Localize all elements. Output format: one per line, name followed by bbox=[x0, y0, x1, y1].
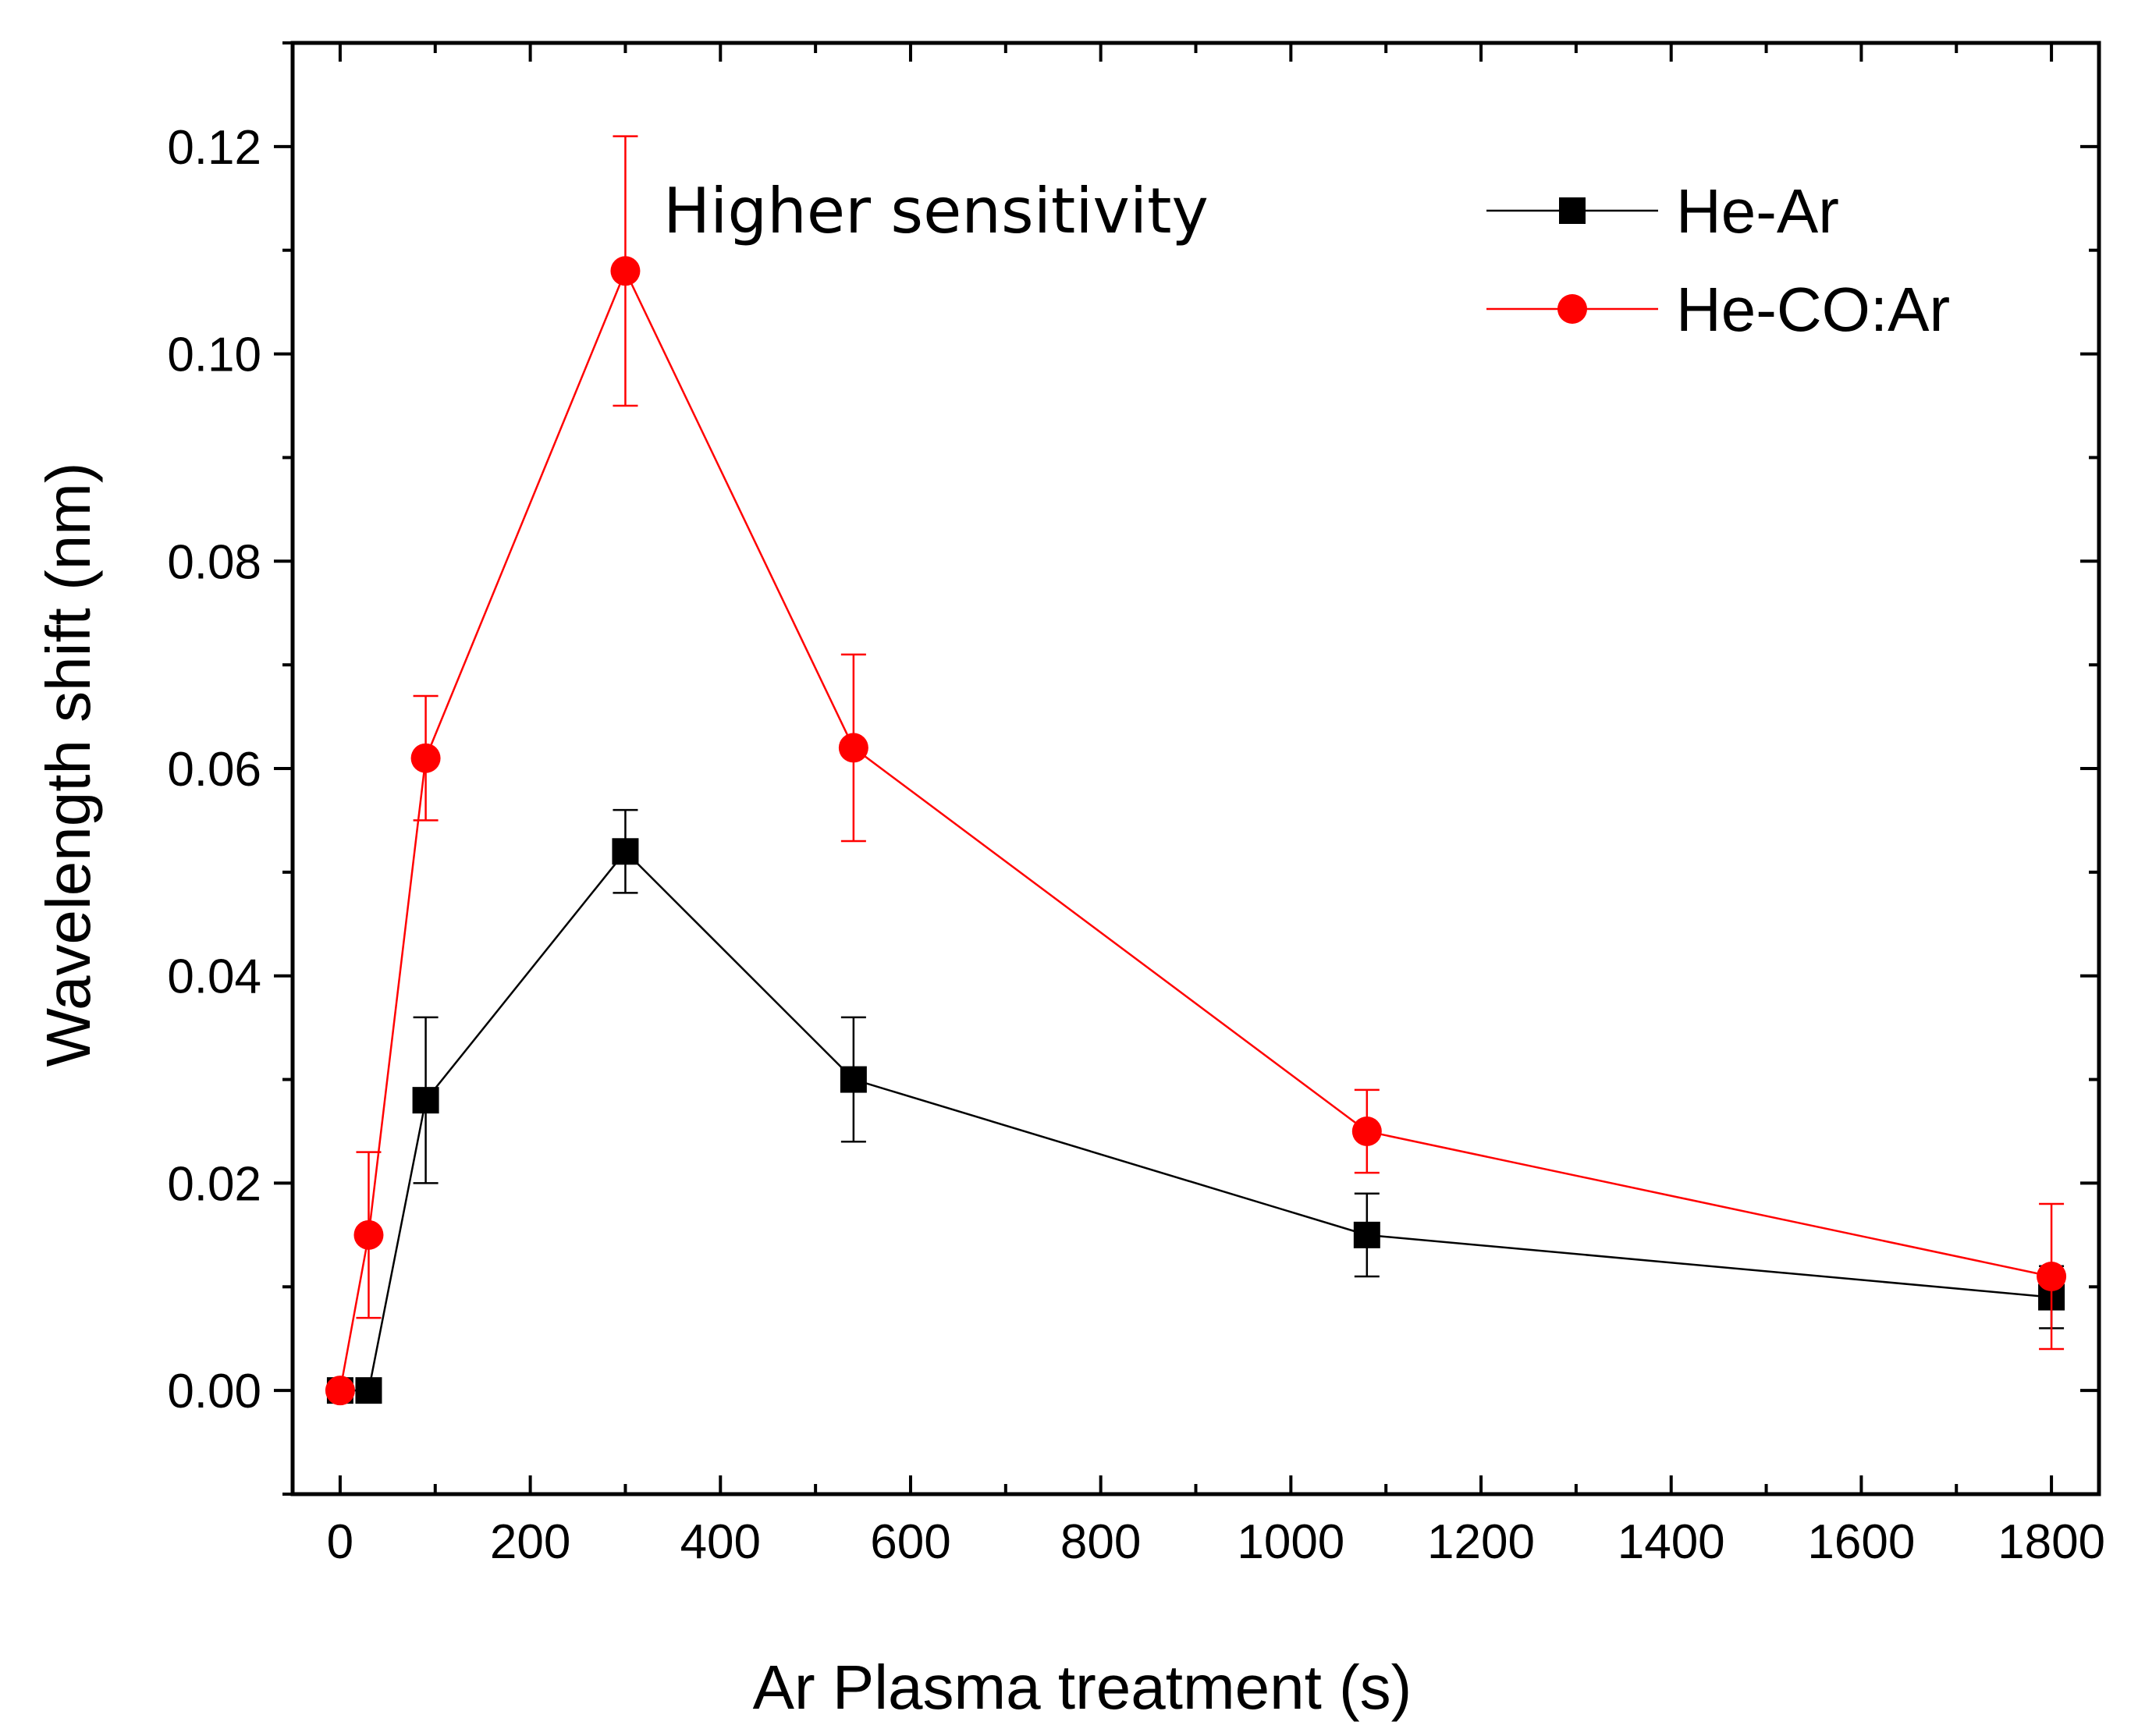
data-point bbox=[1351, 1117, 1382, 1146]
x-tick-label: 400 bbox=[680, 1515, 761, 1569]
legend-label: He-CO:Ar bbox=[1676, 275, 1950, 344]
annotation-higher-sensitivity: Higher sensitivity bbox=[663, 175, 1209, 247]
y-tick-label: 0.02 bbox=[167, 1157, 261, 1211]
data-point bbox=[2037, 1262, 2067, 1291]
series-line bbox=[339, 850, 2052, 1392]
x-tick-label: 0 bbox=[327, 1515, 353, 1569]
legend-marker bbox=[1557, 294, 1587, 324]
series-he-co-ar bbox=[325, 135, 2067, 1406]
y-axis-title: Wavelength shift (nm) bbox=[34, 462, 103, 1067]
y-tick-label: 0.00 bbox=[167, 1365, 261, 1418]
y-tick-label: 0.12 bbox=[167, 121, 261, 175]
data-point bbox=[325, 1376, 355, 1406]
data-point bbox=[355, 1377, 382, 1404]
legend-label: He-Ar bbox=[1676, 176, 1839, 246]
x-tick-label: 1600 bbox=[1807, 1515, 1915, 1569]
x-axis-title: Ar Plasma treatment (s) bbox=[753, 1653, 1412, 1722]
data-point bbox=[410, 743, 441, 773]
x-tick-label: 1400 bbox=[1618, 1515, 1725, 1569]
x-tick-label: 1800 bbox=[1998, 1515, 2105, 1569]
data-point bbox=[838, 733, 868, 763]
data-point bbox=[412, 1087, 439, 1114]
x-tick-label: 1200 bbox=[1427, 1515, 1535, 1569]
y-tick-label: 0.08 bbox=[167, 535, 261, 589]
x-tick-label: 1000 bbox=[1237, 1515, 1344, 1569]
series-he-ar bbox=[326, 808, 2065, 1404]
data-point bbox=[1353, 1221, 1380, 1248]
x-tick-label: 600 bbox=[870, 1515, 950, 1569]
data-point bbox=[353, 1219, 384, 1250]
legend-marker bbox=[1559, 197, 1586, 224]
y-tick-label: 0.10 bbox=[167, 328, 261, 382]
y-tick-label: 0.04 bbox=[167, 950, 261, 1004]
series-line bbox=[339, 268, 2052, 1391]
x-tick-label: 200 bbox=[490, 1515, 570, 1569]
data-point bbox=[840, 1066, 867, 1093]
data-point bbox=[612, 838, 639, 865]
data-point bbox=[610, 256, 641, 286]
y-tick-label: 0.06 bbox=[167, 743, 261, 797]
x-tick-label: 800 bbox=[1060, 1515, 1141, 1569]
